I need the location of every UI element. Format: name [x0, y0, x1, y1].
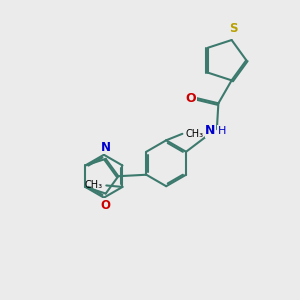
Text: H: H	[218, 126, 226, 136]
Text: O: O	[186, 92, 196, 104]
Text: CH₃: CH₃	[85, 180, 103, 190]
Text: CH₃: CH₃	[185, 129, 203, 139]
Text: N: N	[205, 124, 216, 137]
Text: S: S	[229, 22, 237, 35]
Text: O: O	[101, 199, 111, 212]
Text: N: N	[101, 140, 111, 154]
